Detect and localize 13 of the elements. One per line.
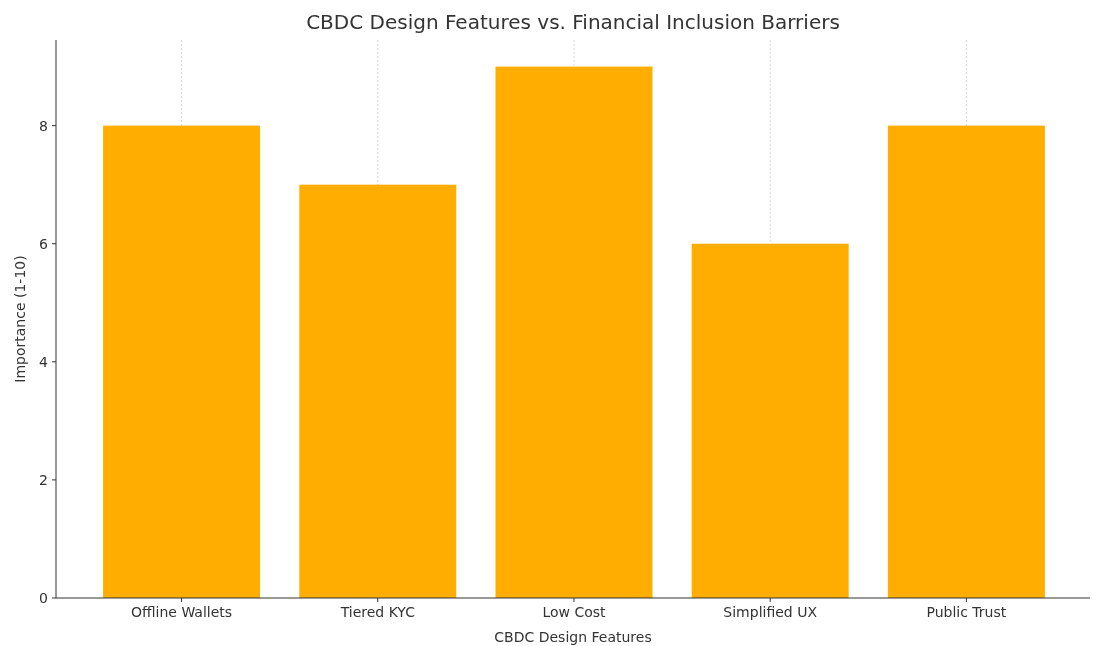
x-tick-label: Low Cost [542, 604, 607, 620]
y-axis-title: Importance (1-10) [12, 255, 28, 383]
y-tick-label: 6 [39, 235, 49, 252]
x-axis-title: CBDC Design Features [494, 629, 652, 645]
y-tick-label: 4 [39, 353, 49, 370]
x-tick-label: Tiered KYC [339, 604, 416, 620]
y-tick-label: 0 [39, 589, 48, 606]
x-tick-label: Offline Wallets [131, 604, 233, 620]
y-tick-label: 2 [39, 471, 48, 488]
y-tick-label: 8 [39, 117, 48, 134]
chart-title: CBDC Design Features vs. Financial Inclusion Barriers [306, 10, 840, 34]
x-tick-label: Public Trust [926, 604, 1007, 620]
x-tick-label: Simplified UX [723, 604, 818, 620]
